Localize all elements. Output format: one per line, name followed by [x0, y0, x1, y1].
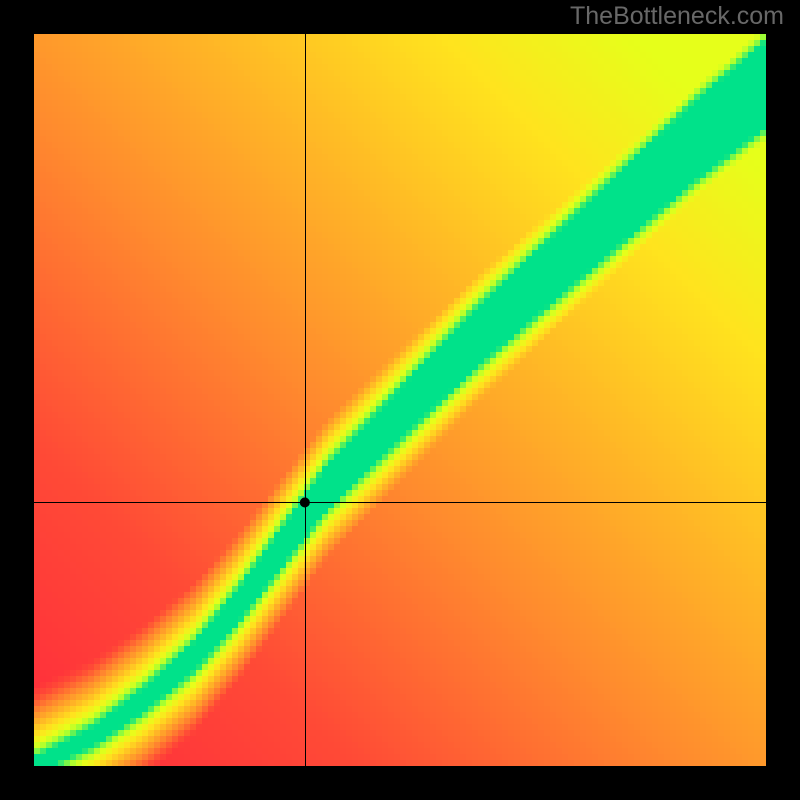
chart-container: TheBottleneck.com: [0, 0, 800, 800]
heatmap-canvas: [34, 34, 766, 766]
watermark-text: TheBottleneck.com: [570, 2, 784, 31]
